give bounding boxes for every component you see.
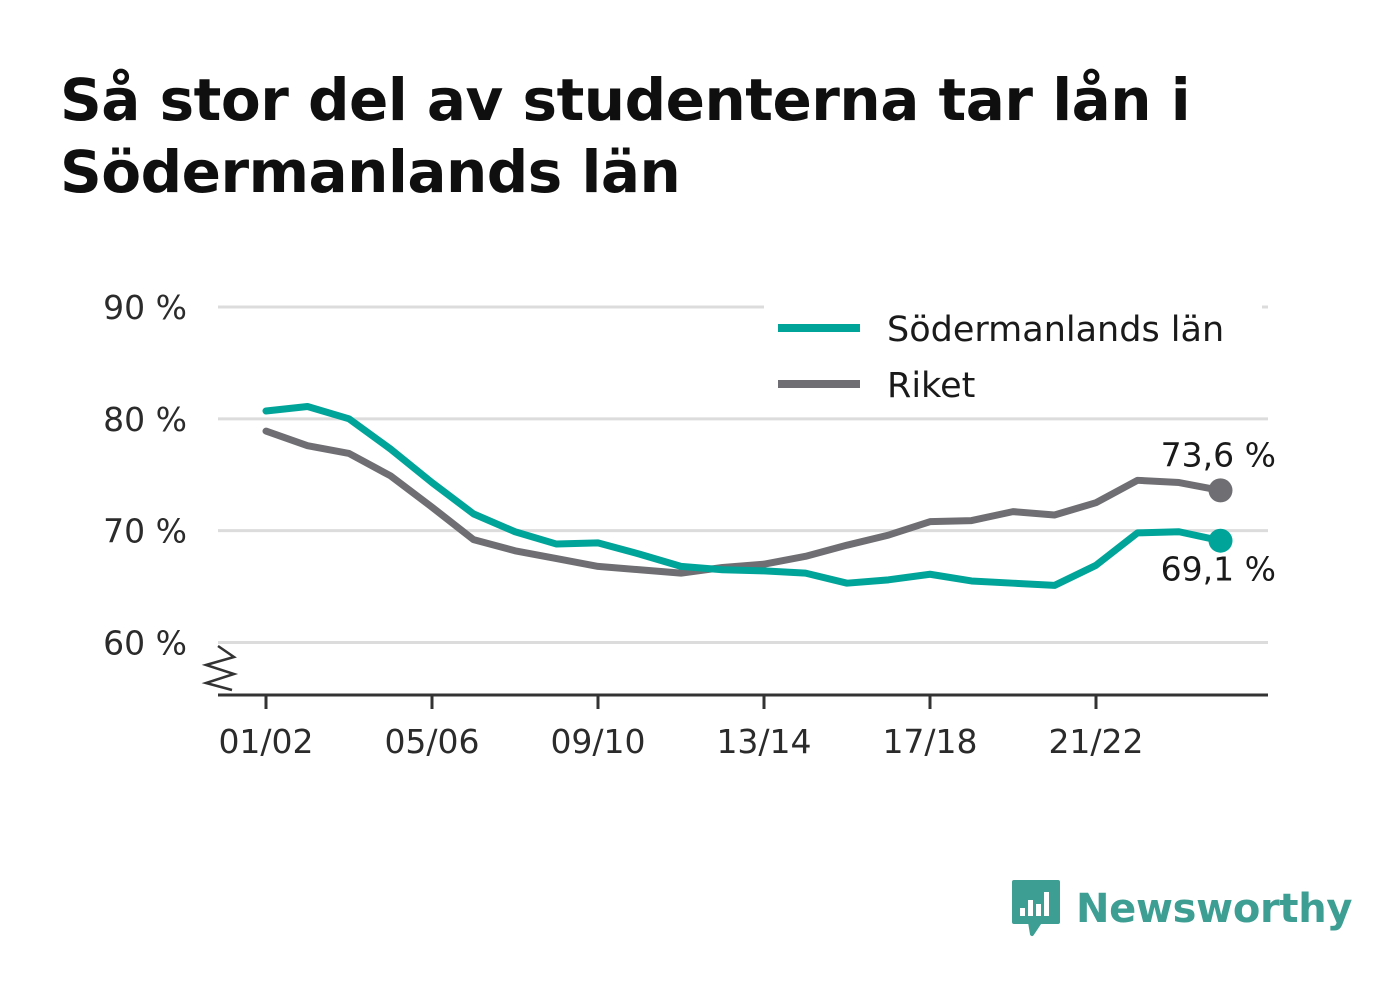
end-point <box>1208 478 1233 503</box>
legend-label: Södermanlands län <box>887 310 1224 350</box>
series-line <box>262 403 1224 589</box>
x-tick-label: 09/10 <box>550 722 645 761</box>
y-tick-label: 90 % <box>103 288 187 327</box>
newsworthy-bars-icon <box>1012 880 1060 936</box>
x-axis: 01/02 05/06 09/10 13/14 17/18 21/22 <box>201 644 1268 761</box>
y-tick-label: 60 % <box>103 623 187 662</box>
x-tick-label: 17/18 <box>882 722 977 761</box>
gridlines: 90 % 80 % 70 % 60 % <box>103 288 1268 662</box>
legend-background <box>764 296 1262 416</box>
end-labels: 73,6 % 69,1 % <box>1161 435 1276 588</box>
legend-label: Riket <box>887 366 975 406</box>
y-tick-label: 70 % <box>103 512 187 551</box>
series-lines <box>262 403 1233 589</box>
end-value-label: 73,6 % <box>1161 435 1276 474</box>
newsworthy-logo: Newsworthy <box>1010 876 1353 942</box>
x-tick-label: 21/22 <box>1048 722 1143 761</box>
x-tick-label: 01/02 <box>218 722 313 761</box>
brand-name: Newsworthy <box>1076 886 1353 932</box>
end-value-label: 69,1 % <box>1161 550 1276 589</box>
series-line <box>262 427 1224 577</box>
axis-break-icon <box>201 644 239 692</box>
end-point <box>1208 528 1233 553</box>
y-tick-label: 80 % <box>103 400 187 439</box>
chart-title: Så stor del av studenterna tar lån i Söd… <box>60 66 1191 206</box>
x-tick-label: 05/06 <box>384 722 479 761</box>
legend: Södermanlands län Riket <box>764 296 1262 416</box>
x-tick-label: 13/14 <box>716 722 811 761</box>
